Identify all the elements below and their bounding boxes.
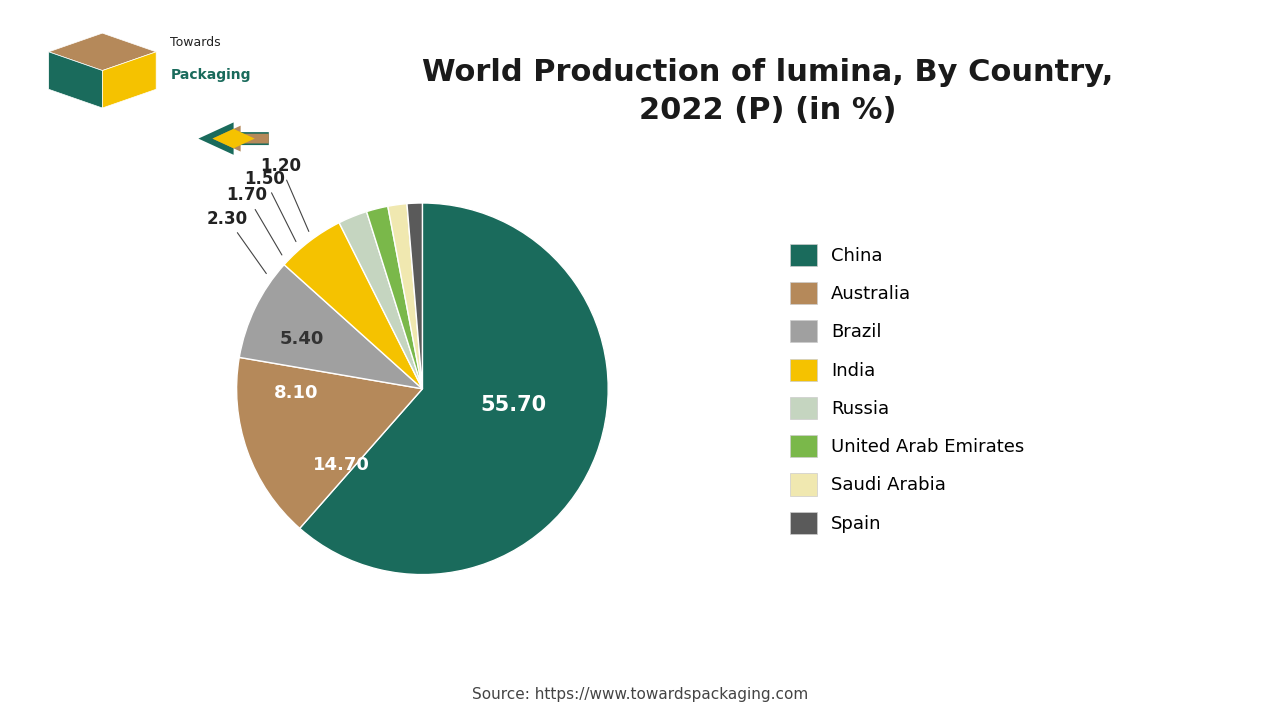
Polygon shape [212, 129, 255, 148]
Text: Towards: Towards [170, 36, 221, 49]
Polygon shape [198, 122, 269, 155]
Wedge shape [339, 212, 422, 389]
Text: 1.70: 1.70 [227, 186, 282, 255]
Legend: China, Australia, Brazil, India, Russia, United Arab Emirates, Saudi Arabia, Spa: China, Australia, Brazil, India, Russia,… [790, 244, 1024, 534]
Polygon shape [49, 52, 102, 108]
Wedge shape [407, 203, 422, 389]
Wedge shape [388, 204, 422, 389]
Text: 2.30: 2.30 [207, 210, 266, 274]
Text: Packaging: Packaging [170, 68, 251, 82]
Polygon shape [212, 125, 269, 151]
Text: 8.10: 8.10 [274, 384, 319, 402]
Text: 1.20: 1.20 [260, 157, 308, 231]
Text: 14.70: 14.70 [312, 456, 370, 474]
Polygon shape [49, 33, 156, 71]
Polygon shape [102, 52, 156, 108]
Text: Source: https://www.towardspackaging.com: Source: https://www.towardspackaging.com [472, 687, 808, 702]
Wedge shape [239, 265, 422, 389]
Wedge shape [237, 357, 422, 528]
Text: World Production of lumina, By Country,
2022 (P) (in %): World Production of lumina, By Country, … [422, 58, 1114, 125]
Text: 5.40: 5.40 [280, 330, 324, 348]
Wedge shape [300, 203, 608, 575]
Text: 1.50: 1.50 [244, 169, 296, 242]
Text: 55.70: 55.70 [481, 395, 547, 415]
Wedge shape [366, 206, 422, 389]
Wedge shape [284, 222, 422, 389]
